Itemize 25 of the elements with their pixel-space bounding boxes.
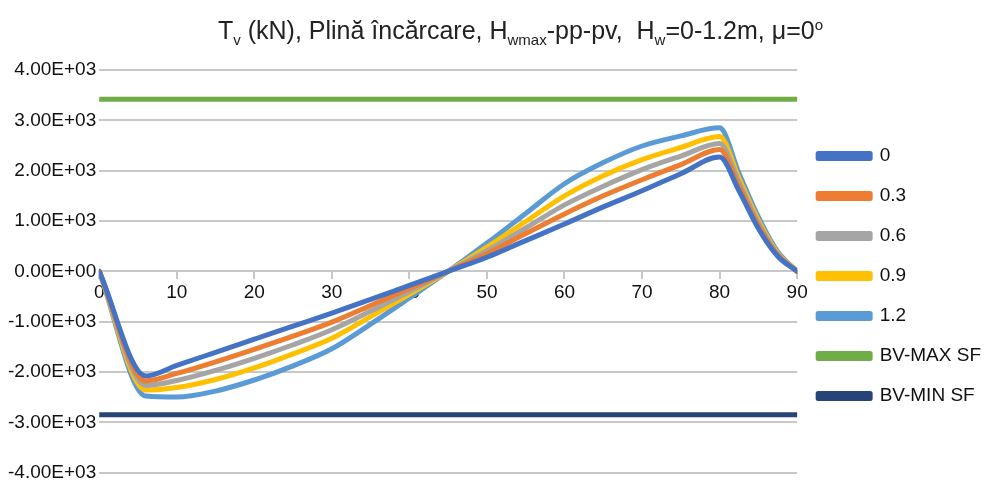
legend-label: 0.6: [879, 224, 907, 246]
y-tick-label: 1.00E+03: [14, 209, 97, 231]
legend-label: BV-MAX SF: [879, 344, 981, 366]
y-tick-label: 0.00E+00: [14, 259, 97, 281]
legend-label: 1.2: [879, 304, 907, 326]
y-tick-label: -2.00E+03: [7, 360, 97, 382]
x-tick-label: 10: [166, 280, 188, 302]
y-tick-label: 4.00E+03: [14, 58, 97, 80]
legend-label: 0.9: [879, 264, 907, 286]
x-tick-label: 20: [243, 280, 265, 302]
x-tick-label: 80: [709, 280, 731, 302]
x-tick-label: 50: [476, 280, 498, 302]
legend-label: 0.3: [879, 184, 907, 206]
legend-label: 0: [879, 144, 891, 166]
x-tick-label: 60: [553, 280, 576, 302]
legend-label: BV-MIN SF: [879, 384, 975, 406]
x-tick-label: 30: [321, 280, 343, 302]
x-tick-label: 90: [786, 280, 808, 302]
y-tick-label: 2.00E+03: [14, 158, 97, 180]
y-tick-label: -3.00E+03: [7, 410, 97, 432]
y-tick-label: 3.00E+03: [14, 108, 97, 130]
y-tick-label: -1.00E+03: [7, 309, 97, 331]
chart-title: T$_{v}$ (kN), Plină încărcare, H$_{wmax}$-pp-pv, H$_{w}$=0-1.2m, μ=0$^{o}$: [217, 15, 824, 50]
y-tick-label: -4.00E+03: [7, 460, 97, 482]
x-tick-label: 70: [631, 280, 653, 302]
